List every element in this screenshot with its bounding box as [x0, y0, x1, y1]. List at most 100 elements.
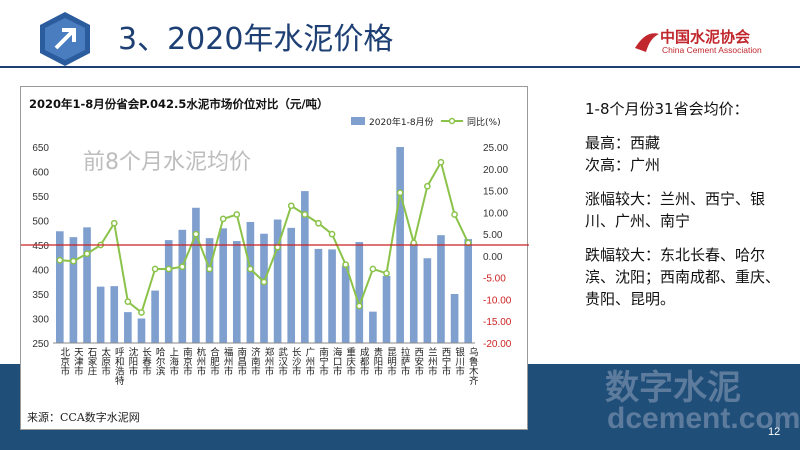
x-tick-label: 北京市 — [58, 347, 70, 376]
y-left-tick-label: 350 — [32, 290, 49, 301]
bar — [192, 207, 200, 343]
chart-title: 2020年1-8月份省会P.042.5水泥市场价位对比（元/吨） — [29, 97, 329, 111]
y-right-tick-label: 15.00 — [483, 187, 508, 198]
y-right-tick-label: 10.00 — [483, 208, 508, 219]
y-right-tick-label: -10.00 — [483, 295, 512, 306]
yoy-point — [70, 257, 77, 265]
y-right-tick-label: 25.00 — [483, 143, 508, 154]
bar — [464, 239, 473, 343]
x-tick-label: 银川市 — [453, 346, 465, 376]
x-tick-label: 西宁市 — [439, 347, 451, 376]
y-left-tick-label: 300 — [32, 315, 49, 326]
x-tick-label: 广州市 — [303, 346, 315, 376]
x-tick-label: 重庆市 — [344, 346, 356, 376]
y-left-tick-label: 450 — [32, 241, 49, 252]
yoy-point — [315, 219, 322, 227]
yoy-point — [342, 261, 350, 268]
watermark-url: dcement.com — [607, 402, 800, 435]
legend-line-label: 同比(%) — [467, 116, 501, 128]
yoy-point — [301, 211, 309, 218]
yoy-point — [355, 302, 363, 310]
price-chart: 2020年1-8月份省会P.042.5水泥市场价位对比（元/吨） 前8个月水泥均价… — [21, 97, 529, 386]
x-tick-label: 合肥市 — [208, 346, 220, 376]
x-tick-label: 石家庄 — [86, 347, 98, 376]
bar — [205, 238, 214, 343]
notes-extremes: 最高：西藏 次高：广州 — [585, 132, 790, 176]
watermark-cn: 数字水泥 — [605, 368, 741, 408]
notes-heading: 1-8个月份31省会均价： — [585, 100, 749, 118]
x-tick-label: 杭州市 — [194, 346, 206, 376]
x-tick-label: 济南市 — [249, 346, 261, 376]
association-logo: 中国水泥协会 China Cement Association — [632, 26, 782, 62]
slide-logo-badge — [36, 10, 94, 68]
x-tick-label: 长沙市 — [290, 346, 302, 376]
association-emblem-icon — [635, 33, 659, 52]
y-right-tick-label: 20.00 — [483, 165, 508, 176]
legend-bar-swatch — [351, 117, 365, 125]
arrow-badge-icon — [40, 12, 90, 66]
yoy-point — [178, 263, 186, 271]
bar — [151, 290, 159, 343]
x-tick-label: 武汉市 — [276, 346, 288, 376]
legend-line-marker — [448, 117, 456, 125]
x-tick-label: 南京市 — [181, 346, 193, 376]
y-right-tick-label: -15.00 — [483, 317, 512, 328]
x-tick-label: 南昌市 — [235, 346, 247, 376]
yoy-point — [260, 278, 268, 286]
bar — [219, 228, 227, 343]
x-tick-label: 乌鲁木齐 — [467, 346, 479, 386]
y-right-tick-label: -5.00 — [483, 274, 506, 285]
x-tick-label: 昆明市 — [385, 347, 397, 376]
yoy-point — [287, 202, 295, 210]
bar — [423, 258, 432, 343]
yoy-point — [383, 269, 390, 277]
yoy-point — [83, 250, 91, 258]
yoy-point — [165, 265, 173, 273]
bar — [341, 265, 350, 343]
bar — [409, 243, 418, 343]
yoy-point — [124, 298, 132, 305]
bar — [369, 311, 377, 343]
x-tick-label: 上海市 — [167, 347, 179, 376]
x-tick-label: 成都市 — [358, 346, 370, 376]
y-left-tick-label: 250 — [32, 339, 49, 350]
association-name-cn: 中国水泥协会 — [660, 28, 751, 46]
y-right-tick-label: 0.00 — [483, 252, 503, 263]
yoy-point — [328, 230, 336, 238]
yoy-point — [151, 265, 159, 273]
x-tick-label: 郑州市 — [263, 346, 275, 376]
x-tick-label: 天津市 — [72, 347, 84, 376]
notes-highest: 最高：西藏 — [585, 134, 661, 152]
x-tick-label: 兰州市 — [426, 346, 438, 376]
notes-rise: 涨幅较大：兰州、西宁、银川、广州、南宁 — [585, 190, 766, 230]
bar — [273, 219, 282, 343]
yoy-point — [424, 182, 431, 190]
y-left-tick-label: 600 — [32, 168, 49, 179]
chart-panel: 2020年1-8月份省会P.042.5水泥市场价位对比（元/吨） 前8个月水泥均价… — [20, 86, 529, 430]
yoy-point — [110, 219, 118, 227]
bar — [355, 242, 364, 343]
x-tick-label: 南宁市 — [317, 346, 329, 376]
bar — [124, 312, 132, 343]
bar — [382, 275, 391, 343]
x-tick-label: 西安市 — [412, 347, 424, 376]
x-tick-label: 太原市 — [99, 346, 111, 376]
y-left-tick-label: 500 — [32, 217, 49, 228]
bar — [110, 286, 119, 343]
yoy-point — [233, 211, 241, 218]
bar — [178, 229, 187, 343]
yoy-point — [437, 158, 445, 166]
bar — [287, 227, 296, 343]
yoy-point — [396, 189, 404, 197]
yoy-point — [206, 265, 213, 273]
x-tick-label: 福州市 — [222, 346, 234, 376]
y-right-tick-label: -20.00 — [483, 339, 512, 350]
yoy-point — [247, 265, 254, 273]
notes-panel: 1-8个月份31省会均价： 最高：西藏 次高：广州 涨幅较大：兰州、西宁、银川、… — [585, 98, 790, 322]
yoy-point — [192, 230, 200, 238]
yoy-point — [451, 211, 458, 218]
chart-source: 来源：CCA数字水泥网 — [27, 411, 140, 424]
bar — [55, 231, 64, 343]
x-tick-label: 哈尔滨 — [154, 346, 166, 376]
bar — [232, 241, 241, 343]
